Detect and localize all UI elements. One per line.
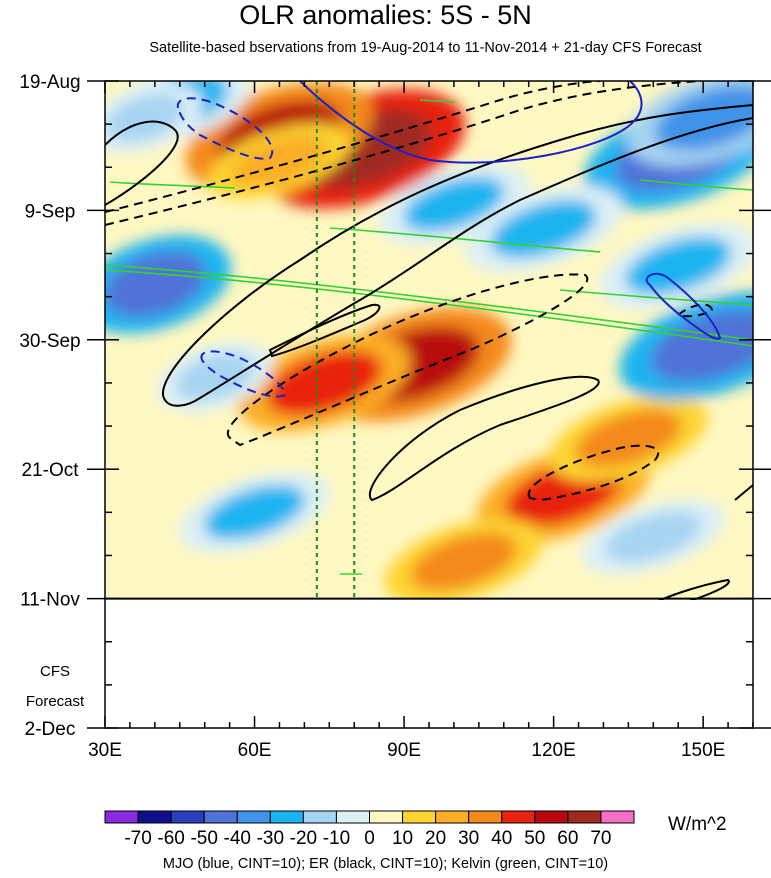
anomaly-core (625, 237, 732, 295)
mjo-negative-contours (176, 97, 287, 398)
anomaly-core (105, 251, 206, 317)
anomaly-core (403, 177, 505, 232)
kelvin-contour (105, 264, 753, 341)
kelvin-contour (329, 227, 601, 253)
x-axis: 30E 60E 90E 120E 150E (88, 81, 754, 761)
colorbar-tick-label: 50 (524, 828, 545, 849)
colorbar-swatch (236, 810, 271, 824)
colorbar-swatch (501, 810, 536, 824)
er-negative-contours (105, 81, 714, 502)
x-tick-label: 90E (387, 740, 421, 761)
er-negative-contour (226, 273, 589, 447)
colorbar-swatch (534, 810, 569, 824)
colorbar-swatch (600, 810, 635, 824)
forecast-region (105, 600, 753, 728)
colorbar-tick-label: -40 (224, 828, 251, 849)
er-negative-contour (105, 81, 701, 226)
y-tick-label: 11-Nov (20, 590, 80, 611)
colorbar-units: W/m^2 (668, 814, 727, 835)
x-tick-label: 120E (531, 740, 575, 761)
er-contour (369, 375, 600, 502)
colorbar-swatch (567, 810, 602, 824)
colorbar-tick-label: 0 (364, 828, 375, 849)
x-tick-label: 30E (88, 740, 122, 761)
colorbar-tick-label: 70 (590, 828, 611, 849)
y-tick-label: 9-Sep (25, 201, 76, 222)
contour-legend: MJO (blue, CINT=10); ER (black, CINT=10)… (162, 856, 609, 872)
colorbar-tick-label: -20 (290, 828, 317, 849)
anomaly-fields (105, 81, 753, 600)
colorbar-swatch (203, 810, 238, 824)
x-tick-label: 150E (681, 740, 725, 761)
colorbar-tick-label: 40 (491, 828, 512, 849)
anomaly-core (411, 532, 517, 591)
colorbar-swatch (402, 810, 437, 824)
colorbar-tick-label: -50 (190, 828, 217, 849)
colorbar-swatch (468, 810, 503, 824)
forecast-label-line1: CFS (40, 663, 70, 680)
colorbar-swatch (137, 810, 172, 824)
anomaly-core (650, 309, 753, 383)
er-contour (268, 303, 381, 358)
anomaly-core (266, 350, 383, 416)
forecast-label-line2: Forecast (26, 693, 85, 710)
kelvin-contour (109, 181, 236, 189)
colorbar-swatch (435, 810, 470, 824)
colorbar-swatch (170, 810, 205, 824)
y-tick-label: 2-Dec (25, 719, 76, 740)
anomaly-core (605, 511, 702, 563)
colorbar: -70 -60 -50 -40 -30 -20 -10 0 10 20 30 40 50 60 70 (104, 810, 635, 849)
mjo-contour (299, 81, 643, 164)
colorbar-swatch (269, 810, 304, 824)
heatmap-area (105, 81, 753, 728)
colorbar-tick-label: -10 (323, 828, 350, 849)
er-contour (162, 103, 753, 407)
colorbar-tick-label: 10 (392, 828, 413, 849)
y-tick-label: 30-Sep (19, 331, 80, 352)
colorbar-tick-label: -70 (124, 828, 151, 849)
anomaly-core (176, 353, 254, 401)
mjo-contours (299, 81, 722, 340)
colorbar-tick-label: 60 (557, 828, 578, 849)
colorbar-tick-label: -60 (157, 828, 184, 849)
kelvin-contour (419, 99, 456, 103)
colorbar-swatch (335, 810, 370, 824)
x-tick-label: 60E (238, 740, 272, 761)
er-negative-contour (527, 444, 659, 502)
y-axis: 19-Aug 9-Sep 30-Sep 21-Oct 11-Nov 2-Dec (19, 72, 771, 740)
colorbar-tick-label: 30 (458, 828, 479, 849)
mjo-negative-contour (176, 97, 274, 160)
anomaly-core (231, 135, 328, 187)
er-negative-contour (105, 81, 601, 213)
mjo-contour (645, 272, 722, 340)
er-negative-contour (675, 303, 714, 318)
reference-longitudes (315, 81, 356, 600)
kelvin-contours (105, 99, 753, 575)
kelvin-contour (639, 179, 753, 191)
anomaly-core (204, 485, 305, 540)
er-contours (105, 103, 753, 600)
colorbar-tick-label: 20 (425, 828, 446, 849)
er-contour (105, 120, 179, 206)
er-contour (734, 484, 753, 501)
colorbar-tick-label: -30 (257, 828, 284, 849)
y-tick-label: 21-Oct (21, 460, 79, 481)
kelvin-contour (559, 289, 753, 306)
chart-title: OLR anomalies: 5S - 5N (239, 0, 532, 30)
colorbar-swatch (302, 810, 337, 824)
anomaly-core (490, 200, 597, 258)
colorbar-swatch (369, 810, 404, 824)
kelvin-contour (105, 269, 753, 347)
y-tick-label: 19-Aug (19, 72, 80, 93)
colorbar-swatch (104, 810, 139, 824)
chart-subtitle: Satellite-based bservations from 19-Aug-… (149, 40, 702, 56)
